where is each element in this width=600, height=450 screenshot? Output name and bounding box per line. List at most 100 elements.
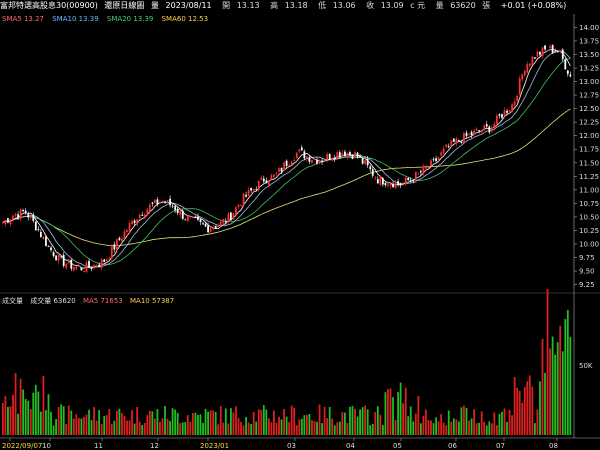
sma60-line xyxy=(2,108,571,247)
candle-body xyxy=(270,175,273,180)
candle-body xyxy=(275,173,278,175)
volume-bar xyxy=(523,386,526,435)
volume-bar xyxy=(422,415,425,435)
sma20-label[interactable]: SMA20 13.39 xyxy=(106,15,154,23)
sma5-label[interactable]: SMA5 13.27 xyxy=(2,15,44,23)
volume-bar xyxy=(313,421,316,435)
candle-body xyxy=(57,254,60,261)
high-value: 高 13.18 xyxy=(270,1,308,10)
candle-body xyxy=(382,178,384,185)
volume-bar xyxy=(237,418,240,435)
volume-bar xyxy=(554,354,557,435)
volume-bar xyxy=(224,408,227,435)
candle-body xyxy=(392,183,394,188)
candle-body xyxy=(62,254,65,266)
volume-bar xyxy=(306,415,308,435)
volume-bar xyxy=(146,415,149,435)
volume-bar xyxy=(50,411,52,435)
volume-bar xyxy=(250,424,253,435)
volume-bar xyxy=(32,392,35,435)
candle-body xyxy=(245,194,247,197)
volume-bar xyxy=(407,416,410,435)
candle-body xyxy=(556,51,559,53)
candle-body xyxy=(544,45,546,50)
candle-body xyxy=(148,204,151,212)
chart-header: 富邦特選高股息30(00900) 還原日線圖 量 2023/08/11 開 13… xyxy=(0,0,600,12)
chart-period[interactable]: 還原日線圖 xyxy=(104,1,145,10)
volume-bar xyxy=(189,421,192,435)
volume-bar xyxy=(42,375,45,435)
candle-body xyxy=(197,216,199,220)
volume-bar xyxy=(349,406,351,435)
volume-bar xyxy=(103,415,106,435)
change-value: +0.01 (+0.08%) xyxy=(500,1,567,10)
candle-body xyxy=(232,213,235,220)
volume-bar xyxy=(169,421,171,435)
candle-body xyxy=(209,228,212,232)
candle-body xyxy=(387,184,389,186)
candle-body xyxy=(409,179,412,181)
candle-body xyxy=(169,198,171,206)
volume-bar xyxy=(427,419,430,435)
volume-bar xyxy=(90,420,93,435)
candle-body xyxy=(100,259,103,269)
candle-body xyxy=(430,160,432,166)
sma60-label[interactable]: SMA60 12.53 xyxy=(161,15,209,23)
volume-bar xyxy=(85,414,88,435)
candle-body xyxy=(230,212,232,221)
volume-bar xyxy=(496,425,498,435)
candle-body xyxy=(90,267,93,269)
sma5-line xyxy=(2,48,571,269)
volume-bar xyxy=(230,408,232,435)
volume-bar xyxy=(521,402,524,435)
candle-body xyxy=(554,51,557,53)
volume-bar xyxy=(475,423,478,435)
volume-bar xyxy=(83,416,85,435)
y-tick-label: 11.75 xyxy=(579,146,599,154)
volume-title: 成交量 xyxy=(2,297,23,305)
volume-bar xyxy=(341,412,344,435)
candle-body xyxy=(257,181,260,190)
candle-body xyxy=(328,154,331,160)
candle-body xyxy=(318,161,321,164)
volume-bar xyxy=(151,411,154,435)
candle-body xyxy=(303,151,306,159)
candle-body xyxy=(192,216,194,219)
volume-bar xyxy=(27,400,30,435)
candle-body xyxy=(47,246,50,248)
volume-bar xyxy=(501,411,503,435)
open-value: 開 13.13 xyxy=(222,1,260,10)
volume-bar xyxy=(506,421,508,435)
volume-bar xyxy=(333,425,336,435)
volume-bar xyxy=(113,420,116,435)
candle-body xyxy=(72,267,75,271)
volume-bar xyxy=(338,421,341,435)
candle-body xyxy=(283,162,285,171)
sma10-label[interactable]: SMA10 13.39 xyxy=(52,15,99,23)
candle-body xyxy=(422,166,425,173)
chart-grid xyxy=(0,14,600,439)
candle-body xyxy=(569,74,572,77)
candle-body xyxy=(384,182,387,186)
candle-body xyxy=(4,219,7,225)
candle-body xyxy=(536,51,539,57)
candle-body xyxy=(521,74,524,80)
volume-bar xyxy=(455,419,458,435)
candle-body xyxy=(75,266,78,270)
y-tick-label: 12.75 xyxy=(579,92,599,100)
security-name[interactable]: 富邦特選高股息30(00900) xyxy=(0,1,98,10)
volume-bar xyxy=(227,423,230,435)
volume-bar xyxy=(318,404,321,435)
candle-body xyxy=(116,239,118,251)
candle-body xyxy=(460,141,463,144)
volume-bar xyxy=(394,420,397,435)
volume-bar xyxy=(359,409,361,435)
candle-body xyxy=(237,205,240,208)
volume-bar xyxy=(154,418,156,435)
candle-body xyxy=(285,160,288,166)
volume-bar xyxy=(252,411,255,435)
candle-body xyxy=(179,210,182,215)
candle-body xyxy=(488,126,491,133)
volume-bar xyxy=(526,381,529,435)
